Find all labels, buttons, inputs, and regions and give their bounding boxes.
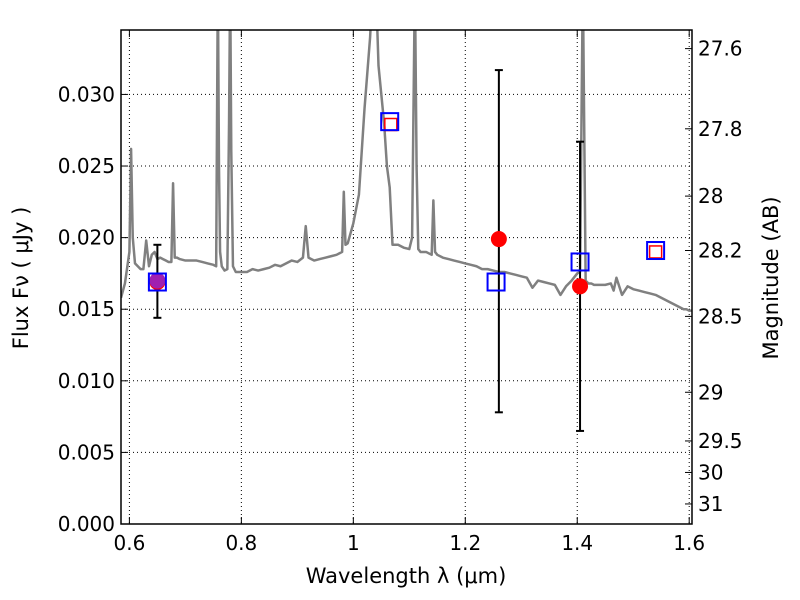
y-tick-label: 0.025 [58,154,115,178]
right-tick-label: 29 [698,380,723,404]
x-tick-label: 0.6 [113,531,145,555]
marker-series [147,112,666,295]
red-circle-marker [490,231,507,248]
right-tick-label: 29.5 [698,429,743,453]
right-tick-label: 27.8 [698,117,743,141]
y-tick-label: 0.010 [58,369,115,393]
right-tick-label: 30 [698,460,723,484]
x-tick-label: 0.8 [225,531,257,555]
blue-square-marker [570,252,590,272]
spectrum-series [121,30,692,312]
red-square-marker [648,245,663,259]
x-tick-label: 1 [347,531,360,555]
x-tick-label: 1.2 [449,531,481,555]
blue-square-marker [486,272,506,292]
right-tick-label: 28.2 [698,239,743,263]
right-tick-label: 27.6 [698,37,743,61]
blue-square-marker [646,241,666,261]
right-axis-label: Magnitude (AB) [759,196,783,359]
y-axis-label: Flux Fν ( μJy ) [9,207,33,350]
y-tick-label: 0.020 [58,226,115,250]
red-square-marker [384,117,398,132]
y-tick-label: 0.005 [58,440,115,464]
y-tick-label: 0.015 [58,297,115,321]
spectrum-line [121,30,692,312]
x-tick-label: 1.6 [673,531,705,555]
right-tick-label: 28.5 [698,304,743,328]
grid [121,30,692,525]
right-tick-label: 31 [698,492,723,516]
ticks: 0.6 0.8 1 1.2 1.4 1.6 0.000 0.005 0.010 0.015 0.02… [58,30,743,555]
blue-square-marker [147,272,167,292]
red-circle-marker [572,278,589,295]
x-tick-label: 1.4 [561,531,593,555]
x-axis-label: Wavelength λ (μm) [306,564,507,588]
plot-frame [120,29,693,525]
y-tick-label: 0.000 [58,512,115,536]
right-tick-label: 28 [698,184,723,208]
blue-square-marker [380,112,400,132]
purple-circle-marker [149,272,166,289]
y-tick-label: 0.030 [58,82,115,106]
